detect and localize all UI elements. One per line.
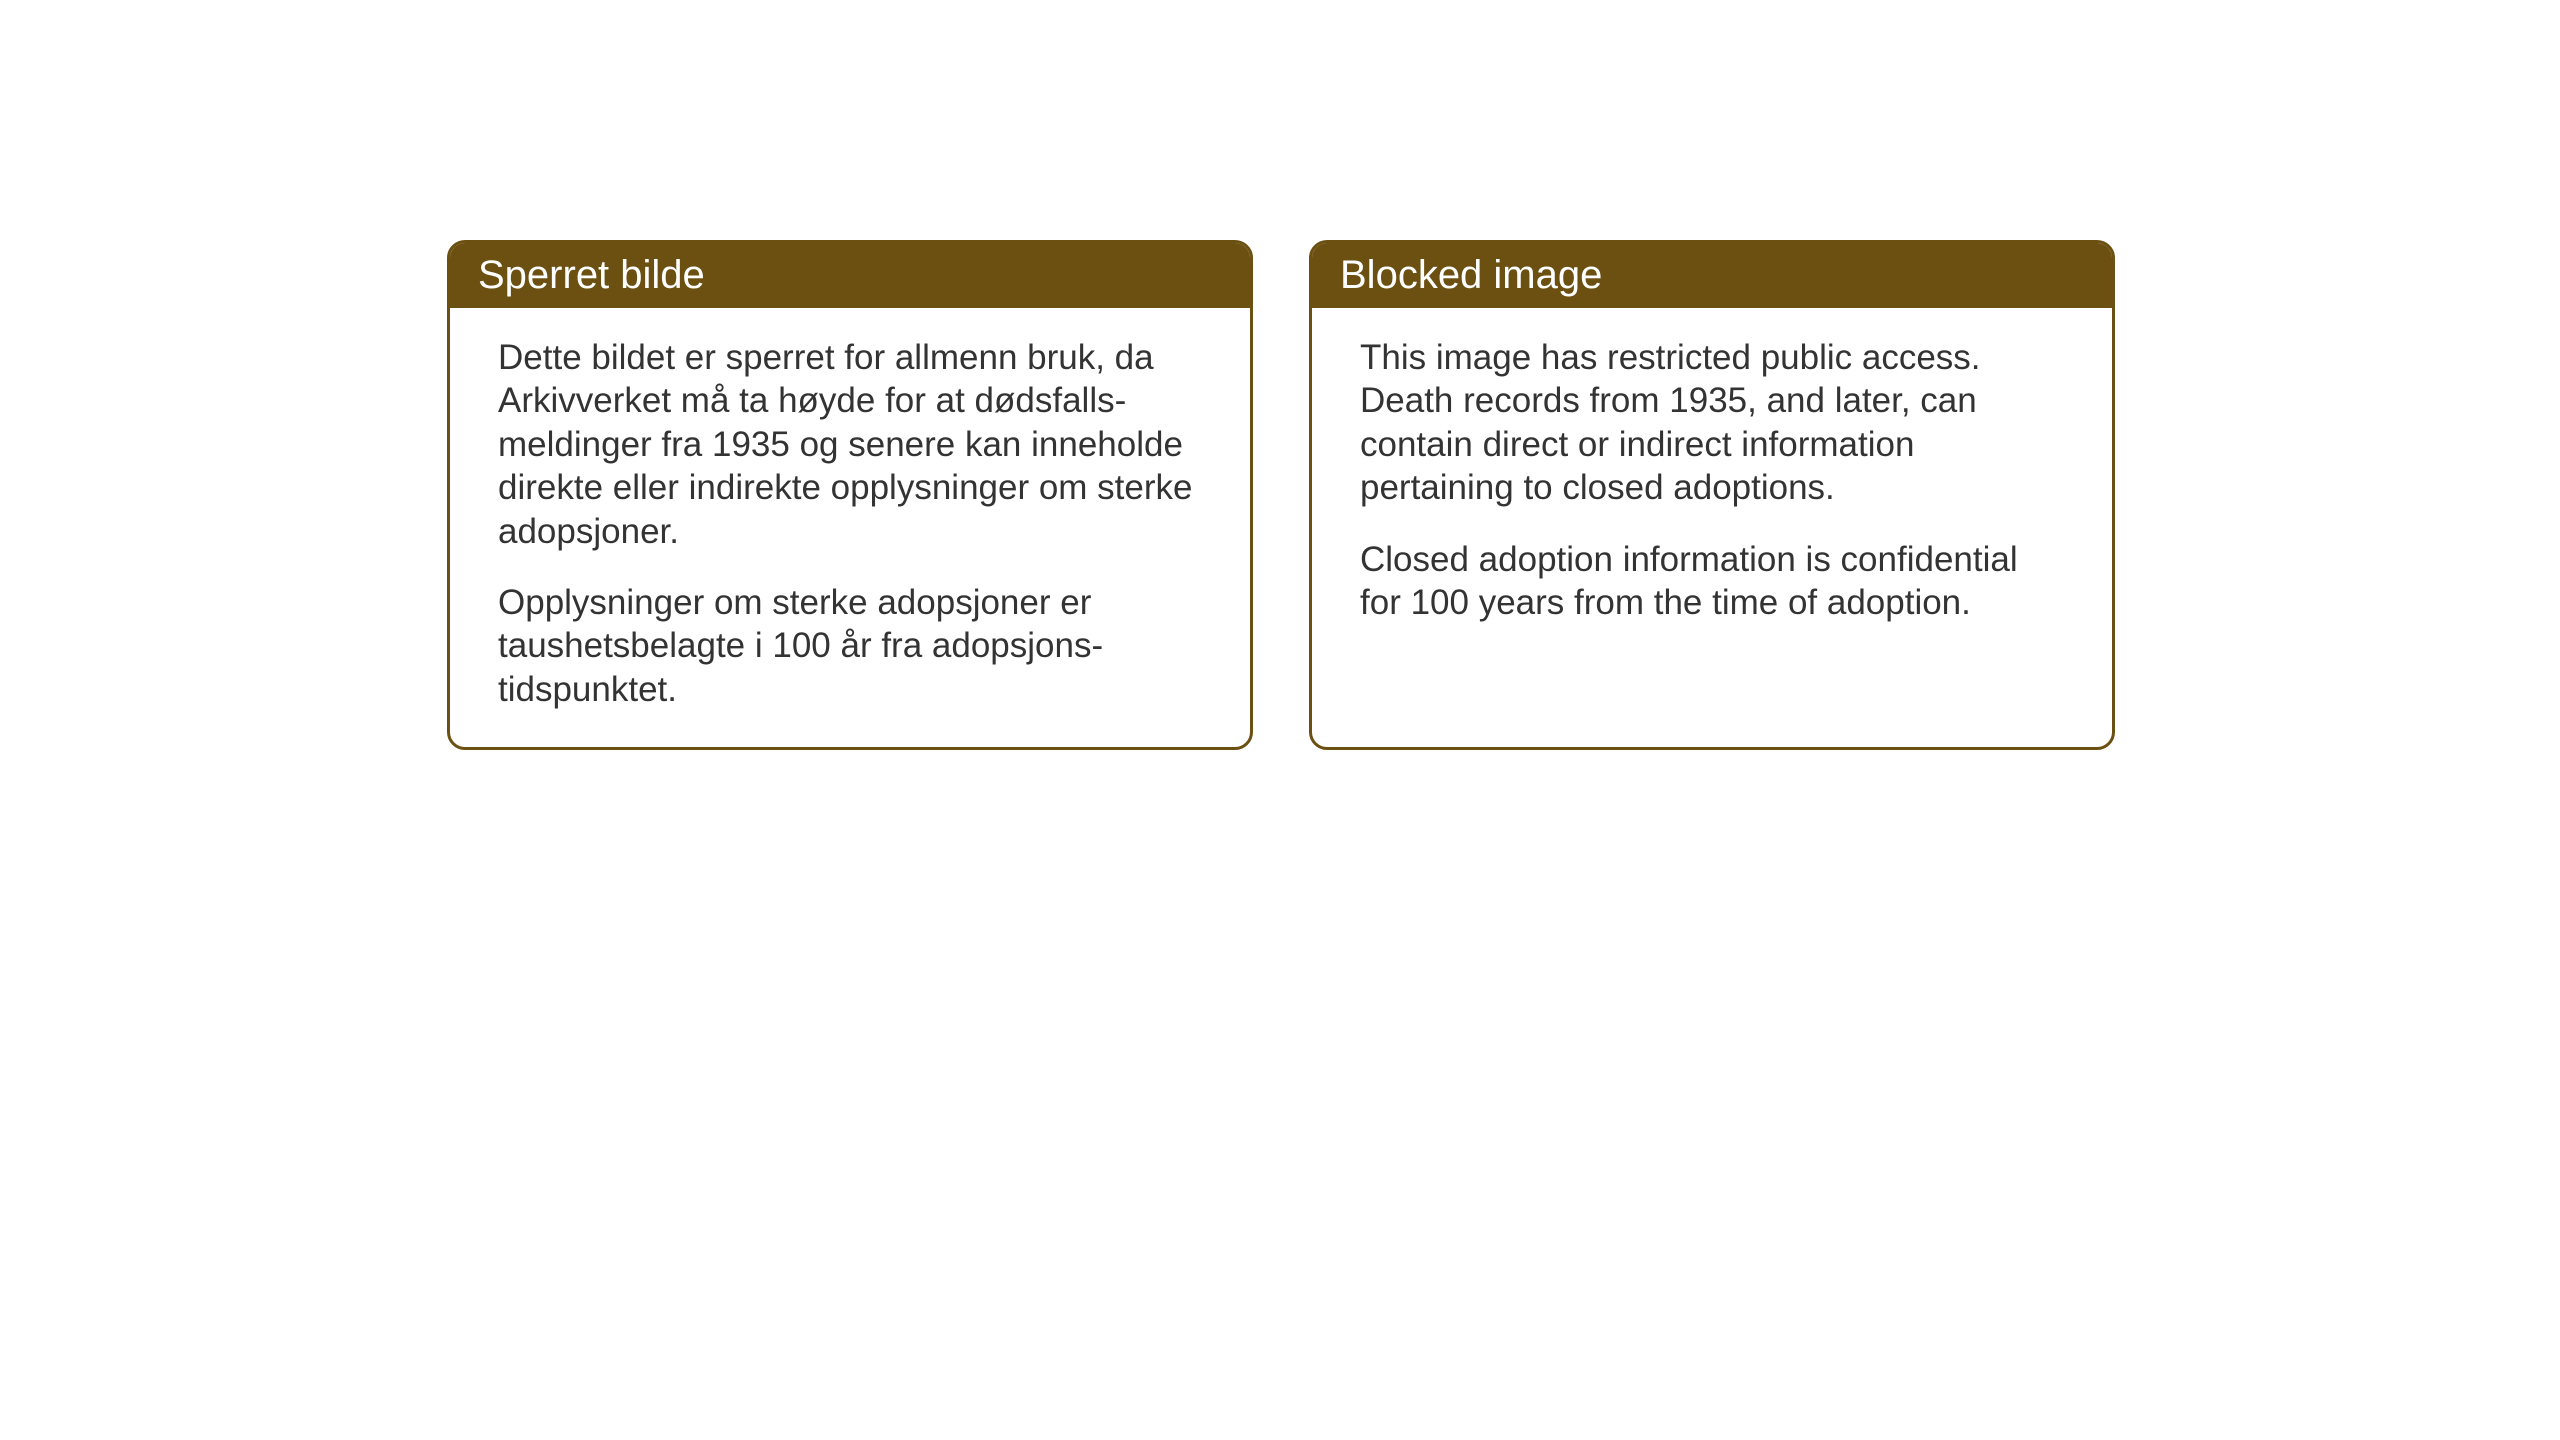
card-title-english: Blocked image (1340, 253, 1602, 297)
card-header-norwegian: Sperret bilde (450, 243, 1250, 308)
info-card-english: Blocked image This image has restricted … (1309, 240, 2115, 750)
card-paragraph2-english: Closed adoption information is confident… (1360, 538, 2064, 625)
card-paragraph2-norwegian: Opplysninger om sterke adopsjoner er tau… (498, 581, 1202, 711)
card-header-english: Blocked image (1312, 243, 2112, 308)
card-paragraph1-norwegian: Dette bildet er sperret for allmenn bruk… (498, 336, 1202, 553)
card-title-norwegian: Sperret bilde (478, 253, 705, 297)
card-paragraph1-english: This image has restricted public access.… (1360, 336, 2064, 510)
card-body-english: This image has restricted public access.… (1312, 308, 2112, 660)
info-cards-container: Sperret bilde Dette bildet er sperret fo… (447, 240, 2115, 750)
info-card-norwegian: Sperret bilde Dette bildet er sperret fo… (447, 240, 1253, 750)
card-body-norwegian: Dette bildet er sperret for allmenn bruk… (450, 308, 1250, 747)
